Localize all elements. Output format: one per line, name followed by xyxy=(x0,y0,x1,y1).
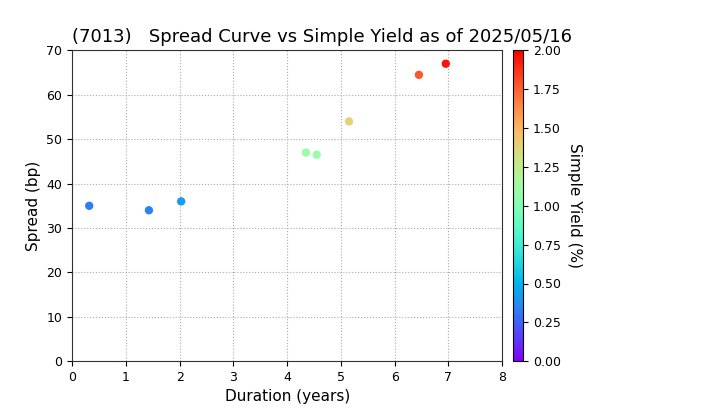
Point xyxy=(176,198,187,205)
Point xyxy=(84,202,95,209)
Y-axis label: Spread (bp): Spread (bp) xyxy=(26,161,41,251)
Y-axis label: Simple Yield (%): Simple Yield (%) xyxy=(567,143,582,268)
Point xyxy=(343,118,355,125)
Point xyxy=(440,60,451,67)
X-axis label: Duration (years): Duration (years) xyxy=(225,389,350,404)
Point xyxy=(413,71,425,78)
Point xyxy=(300,149,312,156)
Text: (7013)   Spread Curve vs Simple Yield as of 2025/05/16: (7013) Spread Curve vs Simple Yield as o… xyxy=(72,28,572,46)
Point xyxy=(311,151,323,158)
Point xyxy=(143,207,155,214)
